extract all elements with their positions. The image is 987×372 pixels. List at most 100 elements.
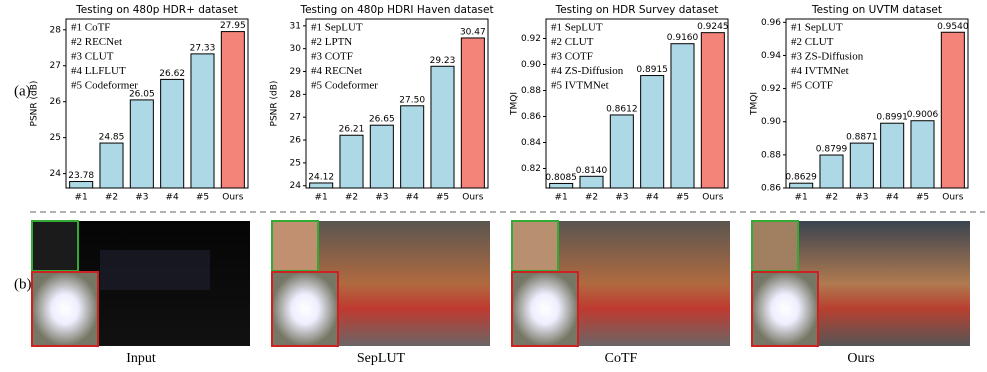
- legend-note: #3 ZS-Diffusion: [791, 51, 864, 63]
- value-label: 0.8629: [785, 173, 817, 183]
- plot-frame: [545, 18, 729, 189]
- y-axis-label: PSNR (dB): [30, 81, 40, 127]
- y-tick-label: 27: [50, 61, 61, 71]
- bar: [549, 182, 574, 189]
- value-label: 24.85: [99, 133, 125, 143]
- x-tick-label: #1: [75, 193, 88, 203]
- value-label: 0.8871: [846, 133, 878, 143]
- chart: Testing on HDR Survey dataset TMQI 0.82 0.8…: [510, 4, 729, 203]
- legend-note: #2 LPTN: [311, 36, 352, 48]
- value-label: 27.50: [399, 95, 425, 105]
- value-label: 26.62: [159, 69, 185, 79]
- y-tick-label: 30: [290, 44, 302, 54]
- x-tick-label: #3: [135, 193, 148, 203]
- image-input: [31, 220, 250, 347]
- y-tick-label: 0.84: [521, 138, 541, 148]
- x-tick-label: #5: [436, 193, 449, 203]
- legend-note: #2 CLUT: [791, 36, 834, 48]
- chart-title: Testing on UVTM dataset: [811, 4, 942, 16]
- bar: [309, 182, 334, 189]
- value-label: 0.8991: [876, 113, 908, 123]
- bar: [460, 37, 485, 189]
- value-label: 0.8799: [816, 145, 848, 155]
- value-label: 0.9006: [907, 110, 939, 120]
- y-tick-label: 29: [290, 67, 302, 77]
- y-tick-label: 0.88: [521, 86, 541, 96]
- x-tick-label: #2: [825, 193, 838, 203]
- value-label: 30.47: [460, 27, 486, 37]
- y-tick-label: 0.88: [761, 150, 781, 160]
- y-axis-label: TMQI: [510, 92, 520, 116]
- value-label: 0.9540: [937, 22, 969, 32]
- value-label: 0.9245: [697, 22, 729, 32]
- x-tick-label: #4: [646, 193, 660, 203]
- legend-note: #2 CLUT: [551, 36, 594, 48]
- x-tick-label: #5: [676, 193, 689, 203]
- y-tick-label: 0.82: [521, 164, 541, 174]
- x-tick-label: #3: [375, 193, 388, 203]
- value-label: 27.33: [190, 43, 216, 53]
- legend-note: #4 RECNet: [311, 65, 362, 77]
- legend-note: #1 SepLUT: [551, 22, 603, 34]
- y-tick-label: 0.92: [521, 34, 541, 44]
- chart: Testing on 480p HDRI Haven dataset PSNR (…: [270, 4, 494, 203]
- bar: [339, 134, 364, 189]
- value-label: 23.78: [68, 171, 94, 181]
- y-tick-label: 0.86: [521, 112, 541, 122]
- y-tick-label: 25: [50, 133, 61, 143]
- bar: [849, 142, 874, 189]
- value-label: 0.8085: [545, 173, 577, 183]
- y-tick-label: 26: [290, 136, 302, 146]
- bar: [129, 99, 154, 189]
- legend-note: #5 Codeformer: [71, 80, 138, 92]
- legend-note: #1 SepLUT: [791, 22, 843, 34]
- x-tick-label: #1: [315, 193, 328, 203]
- bar: [670, 43, 695, 189]
- y-tick-label: 0.86: [761, 184, 781, 194]
- bar: [220, 31, 245, 189]
- bar: [430, 65, 455, 189]
- image-caption: CoTF: [605, 351, 638, 366]
- legend-note: #1 CoTF: [71, 22, 110, 34]
- chart: Testing on 480p HDR+ dataset PSNR (dB) 24 2…: [30, 4, 249, 203]
- bar: [400, 105, 425, 189]
- y-tick-label: 26: [50, 97, 62, 107]
- legend-note: #5 IVTMNet: [551, 80, 609, 92]
- y-axis-label: PSNR (dB): [270, 81, 280, 127]
- x-tick-label: Ours: [222, 193, 243, 203]
- value-label: 0.8915: [636, 65, 668, 75]
- y-tick-label: 28: [290, 90, 302, 100]
- panel-label: (a): [14, 83, 31, 99]
- value-label: 29.23: [430, 56, 456, 66]
- y-tick-label: 0.90: [521, 60, 541, 70]
- chart-title: Testing on 480p HDRI Haven dataset: [299, 4, 493, 16]
- bar: [640, 75, 665, 189]
- y-axis-label: TMQI: [750, 92, 760, 116]
- legend-note: #5 COTF: [791, 80, 833, 92]
- x-tick-label: Ours: [702, 193, 723, 203]
- x-tick-label: #2: [345, 193, 358, 203]
- y-tick-label: 28: [50, 25, 62, 35]
- bar: [609, 114, 634, 189]
- y-tick-label: 0.90: [761, 117, 781, 127]
- legend-note: #4 LLFLUT: [71, 65, 126, 77]
- value-label: 0.8140: [576, 166, 608, 176]
- bar: [880, 122, 905, 189]
- legend-note: #1 SepLUT: [311, 22, 363, 34]
- bar: [579, 175, 604, 189]
- bar: [910, 120, 935, 189]
- x-tick-label: #4: [886, 193, 900, 203]
- y-tick-label: 25: [290, 158, 301, 168]
- bar: [190, 53, 215, 189]
- x-tick-label: #2: [585, 193, 598, 203]
- bar: [819, 154, 844, 189]
- x-tick-label: #1: [795, 193, 808, 203]
- x-tick-label: #5: [916, 193, 929, 203]
- bar: [160, 78, 185, 189]
- value-label: 27.95: [220, 21, 246, 31]
- x-tick-label: #1: [555, 193, 568, 203]
- value-label: 24.12: [308, 172, 334, 182]
- x-tick-label: #5: [196, 193, 209, 203]
- y-tick-label: 24: [50, 169, 62, 179]
